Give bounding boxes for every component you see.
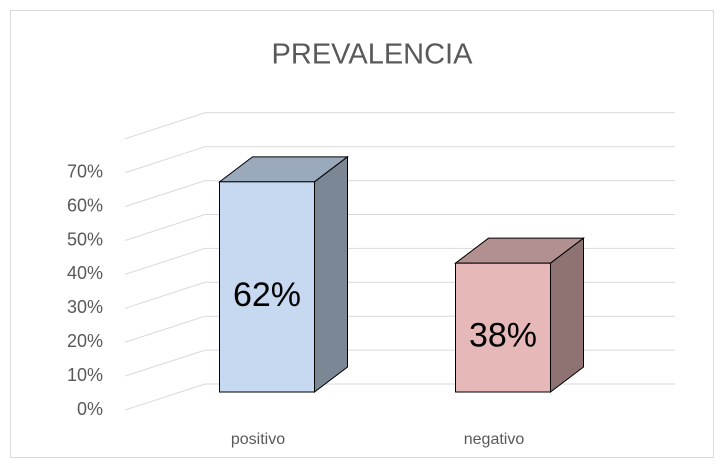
bar-side [314,155,348,394]
y-tick-label: 70% [67,161,103,181]
x-tick-label: negativo [464,431,525,448]
chart-frame [10,10,714,458]
y-tick-label: 50% [67,229,103,249]
y-tick-label: 20% [67,331,103,351]
data-label: 62% [233,276,301,314]
bar [219,181,315,393]
y-tick-label: 40% [67,263,103,283]
grid-line [124,214,675,241]
x-tick-label: positivo [231,431,285,448]
y-tick-label: 60% [67,195,103,215]
y-tick-label: 30% [67,297,103,317]
bar [455,262,551,393]
y-tick-label: 10% [67,365,103,385]
data-label: 38% [469,317,537,355]
bar-side [550,237,584,394]
grid-line [124,146,675,174]
chart-title: PREVALENCIA [272,39,474,71]
grid-line [124,180,675,208]
y-tick-label: 0% [77,399,103,419]
grid-line [124,112,675,140]
